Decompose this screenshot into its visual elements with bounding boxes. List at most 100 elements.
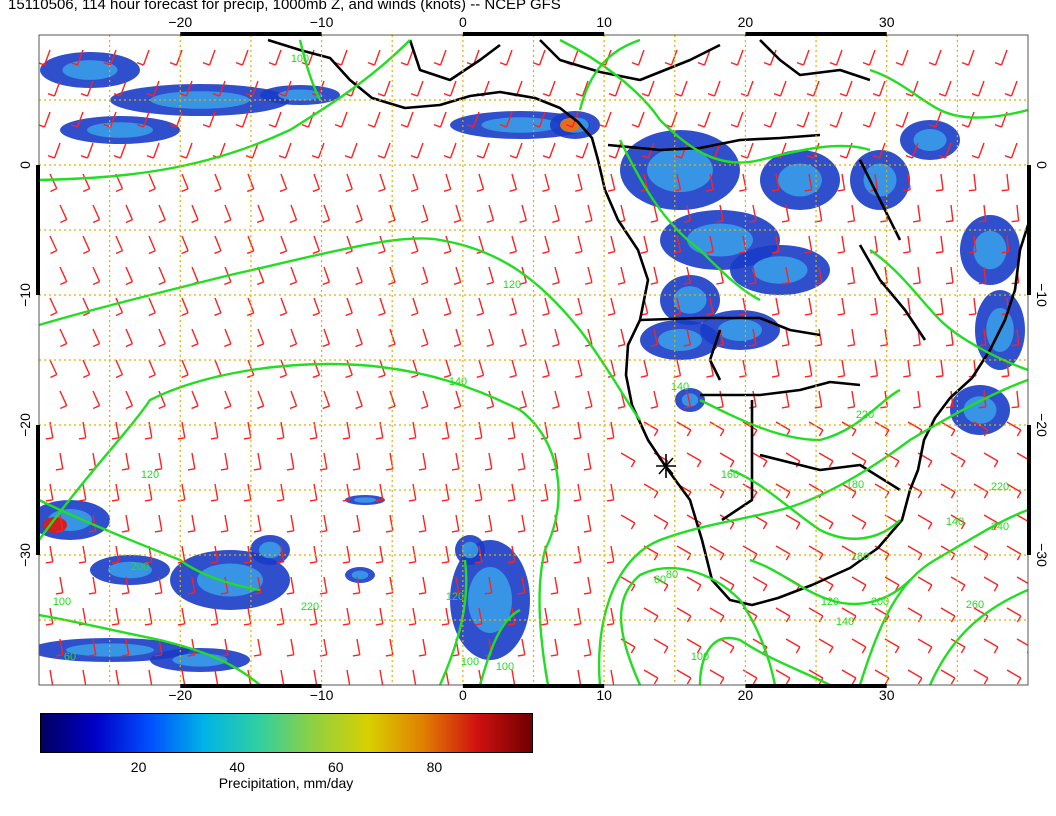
wind-barb [378,359,386,379]
wind-barb [884,452,900,468]
wind-barb [55,576,64,595]
wind-barb [785,638,801,654]
contour-label: 100 [691,651,709,663]
wind-barb [978,328,987,347]
wind-barb [1001,235,1010,254]
wind-barb [945,204,954,223]
wind-barb [928,49,942,66]
precip-region-core [108,561,152,579]
wind-barb [453,204,462,224]
wind-barb [573,607,582,626]
wind-barb [683,266,692,285]
wind-barb [775,483,791,499]
wind-barb [917,638,933,654]
contour-label: 80 [666,569,678,581]
wind-barb [841,607,857,623]
wind-barb [683,390,692,409]
wind-barb [214,235,222,255]
wind-barb [851,638,867,654]
wind-barb [814,390,823,409]
wind-barb [584,390,593,409]
wind-barb [187,638,196,657]
wind-barb [771,235,780,254]
wind-barb [121,576,130,595]
wind-barb [740,80,754,97]
wind-barb [181,297,189,317]
wind-barb [913,204,921,223]
wind-barb [928,111,942,128]
wind-barb [804,235,813,254]
contour-label: 100 [291,53,309,65]
wind-barb [210,545,219,564]
contour-label: 220 [856,409,874,421]
wind-barb [191,266,199,286]
wind-barb [1006,421,1022,437]
lon-tick-label-bottom: −10 [310,687,334,700]
wind-barb [224,390,232,410]
wind-barb [686,452,702,468]
wind-barb [441,421,450,440]
wind-barb [453,328,462,348]
wind-barb [542,297,550,316]
wind-barb [552,266,560,285]
wind-barb [441,545,450,564]
precip-region-core [658,329,702,351]
wind-barb [519,390,527,409]
wind-barb [352,638,361,657]
wind-barb [573,483,582,502]
lon-tick-label-top: 0 [459,14,467,30]
wind-barb [55,514,64,533]
contour-label: 60 [64,651,76,663]
wind-barb [532,49,546,66]
wind-barb [903,173,911,192]
lat-tick-label-left: −10 [17,283,33,307]
wind-barb [870,359,879,378]
wind-barb [355,266,363,286]
wind-barb [243,421,252,440]
wind-barb [499,111,513,128]
wind-barb [771,359,780,378]
wind-barb [418,576,427,595]
wind-barb [408,607,417,626]
wind-barb [313,669,318,685]
contour-label: 60 [654,574,666,586]
wind-barb [191,204,199,224]
wind-barb [686,638,702,654]
wind-barb [235,111,249,128]
wind-barb [509,297,518,316]
wind-barb [433,111,447,128]
wind-barb [408,421,417,440]
wind-barb [577,669,582,685]
wind-barb [400,111,414,128]
wind-barb [253,514,262,533]
wind-barb [841,483,857,499]
wind-barb [49,173,58,193]
wind-barb [706,173,714,192]
wind-barb [443,173,452,193]
wind-barb [653,514,669,530]
wind-barb [1011,328,1020,347]
wind-barb [154,514,163,533]
wind-barb [385,514,394,533]
wind-barb [474,483,483,502]
wind-barb [575,80,589,97]
wind-barb [453,266,462,286]
wind-barb [144,483,153,502]
wind-barb [148,359,156,379]
wind-barb [169,111,183,128]
wind-barb [945,266,954,285]
wind-barb [312,173,321,193]
wind-barb [716,390,724,409]
wind-barb [796,111,810,128]
frame-bar-bottom [462,684,605,688]
wind-barb [286,638,295,657]
wind-barb [125,204,134,224]
lon-tick-label-bottom: −20 [168,687,192,700]
wind-barb [177,607,186,626]
wind-barb [179,80,193,97]
wind-barb [453,390,462,410]
wind-barb [749,328,757,347]
wind-barb [136,49,150,66]
wind-barb [552,328,560,347]
wind-barb [476,173,485,192]
